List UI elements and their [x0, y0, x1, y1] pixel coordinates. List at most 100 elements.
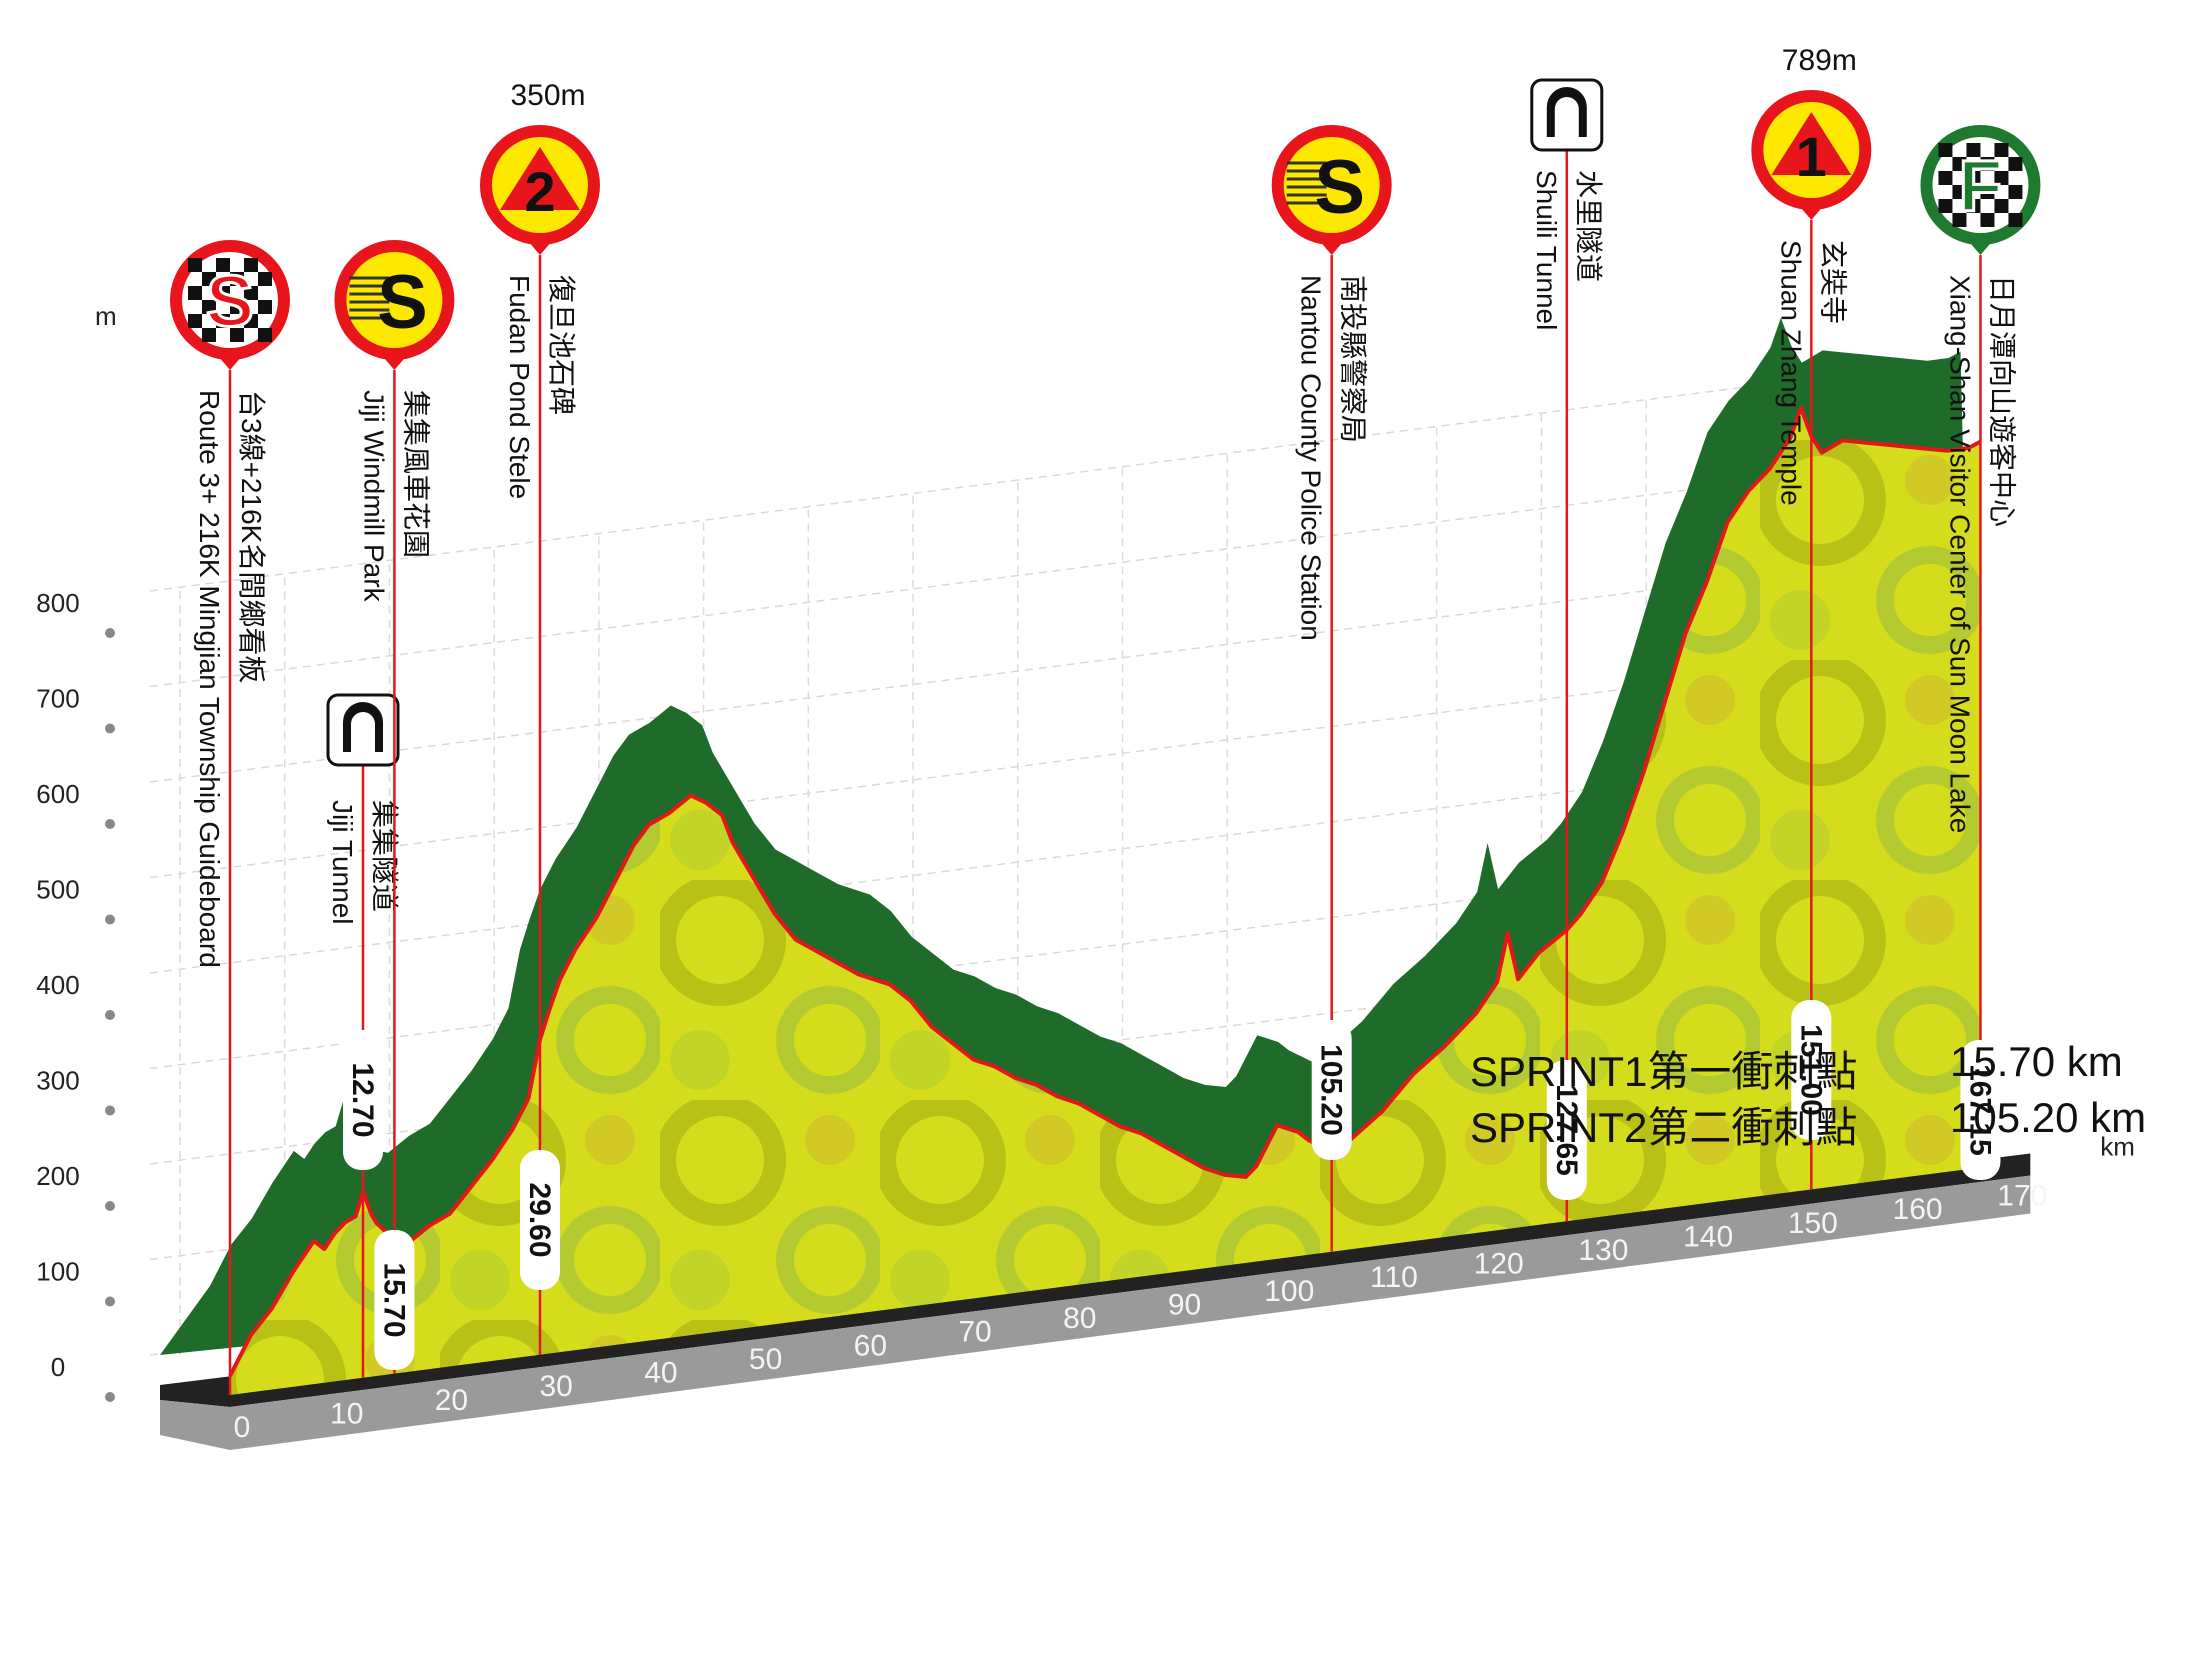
checker-square	[2008, 213, 2023, 227]
checker-square	[2008, 157, 2023, 171]
grid-line	[149, 358, 1961, 592]
checker-square	[230, 328, 244, 342]
sprint-letter: S	[1314, 145, 1365, 230]
x-tick-label: 160	[1893, 1193, 1943, 1226]
km-pill-label: 167.15	[1963, 1064, 1996, 1156]
marker-label-zh: 日月潭向山遊客中心	[1986, 275, 2017, 527]
km-pill-label: 127.65	[1550, 1084, 1583, 1176]
marker-label-zh: 玄奘寺	[1817, 240, 1848, 324]
x-tick-label: 0	[234, 1411, 251, 1444]
x-tick-label: 70	[958, 1316, 991, 1349]
km-pill	[374, 1230, 415, 1370]
profile-line	[228, 405, 1982, 1377]
x-tick-label: 80	[1063, 1302, 1096, 1335]
km-pill	[1546, 1060, 1587, 1200]
marker-label-en: Jiji Windmill Park	[358, 390, 389, 603]
km-pill	[1960, 1040, 2001, 1180]
grid-line	[149, 836, 1961, 1070]
y-tick-dot	[105, 1201, 115, 1211]
sprint-distance: 15.70 km	[1950, 1038, 2123, 1085]
y-tick-dot	[105, 628, 115, 638]
y-tick-dot	[105, 1392, 115, 1402]
checker-square	[202, 328, 216, 342]
checker-square	[216, 314, 230, 328]
checker-square	[1952, 213, 1967, 227]
checker-square	[202, 300, 216, 314]
checker-square	[244, 314, 258, 328]
checker-square	[258, 272, 272, 286]
checker-square	[1994, 171, 2009, 185]
marker-label-en: Xiang-Shan Visitor Center of Sun Moon La…	[1944, 275, 1975, 833]
y-tick-label: 200	[36, 1161, 79, 1191]
checker-square	[244, 286, 258, 300]
checker-square	[1966, 171, 1981, 185]
checker-square	[188, 314, 202, 328]
marker-label-zh: 復旦池石碑	[546, 275, 577, 415]
y-tick-label: 400	[36, 970, 79, 1000]
checker-square	[216, 286, 230, 300]
marker-badge-text: 2	[524, 160, 555, 223]
sprint-icon	[1283, 137, 1380, 233]
km-pill-label: 105.20	[1315, 1044, 1348, 1136]
marker-label-en: Shuan Zhang Temple	[1775, 240, 1806, 506]
x-tick-label: 140	[1683, 1220, 1733, 1253]
sprint-marker: S 集集風車花園 Jiji Windmill Park 15.70	[334, 240, 455, 1374]
checker-square	[258, 328, 272, 342]
marker-label-zh: 台3線+216K名間鄉看板	[236, 390, 267, 683]
profile-area	[230, 407, 1981, 1395]
x-tick-label: 20	[435, 1384, 468, 1417]
start-flag-marker: S 台3線+216K名間鄉看板 Route 3+ 216K Mingjian Tow…	[170, 240, 290, 1395]
checker-square	[230, 272, 244, 286]
checker-square	[188, 286, 202, 300]
sprint-letter: S	[377, 260, 428, 345]
finish-flag-marker: F 日月潭向山遊客中心 Xiang-Shan Visitor Center of S…	[1920, 125, 2041, 1180]
checker-square	[1938, 143, 1953, 157]
marker-label-en: Jiji Tunnel	[327, 800, 358, 925]
checker-square	[1966, 199, 1981, 213]
x-tick-label: 40	[644, 1357, 677, 1390]
checker-square	[1952, 157, 1967, 171]
checker-square	[1966, 143, 1981, 157]
x-tick-label: 10	[330, 1397, 363, 1430]
checker-square	[1938, 199, 1953, 213]
tunnel-marker: 水里隧道 Shuili Tunnel 127.65	[1530, 78, 1604, 1222]
km-pill-label: 12.70	[346, 1062, 379, 1137]
mountain-shape	[1771, 112, 1852, 175]
marker-label-zh: 集集風車花園	[400, 390, 431, 558]
marker-label-en: Route 3+ 216K Mingjian Township Guideboa…	[194, 390, 225, 968]
x-tick-label: 50	[749, 1343, 782, 1376]
marker-badge-text: S	[206, 262, 254, 342]
marker-badge-text: 1	[1796, 125, 1827, 188]
checker-square	[1952, 185, 1967, 199]
grid-line	[149, 549, 1961, 783]
x-tick-label: 150	[1788, 1207, 1838, 1240]
profile-ground	[228, 405, 1982, 1395]
checker-square	[1994, 199, 2009, 213]
x-tick-label: 60	[854, 1329, 887, 1362]
sprint-label: SPRINT1第一衝刺點	[1470, 1048, 1858, 1095]
km-pill-label: 15.70	[377, 1262, 410, 1337]
marker-label-zh: 水里隧道	[1573, 170, 1604, 282]
checker-square	[244, 258, 258, 272]
checker-square	[202, 272, 216, 286]
checker-square	[216, 258, 230, 272]
km-pill-label: 151.00	[1794, 1024, 1827, 1116]
marker-label-en: Fudan Pond Stele	[504, 275, 535, 499]
marker-label-en: Shuili Tunnel	[1531, 170, 1562, 330]
x-tick-label: 170	[1997, 1180, 2047, 1213]
mountain-shape	[499, 147, 580, 210]
y-tick-label: 800	[36, 588, 79, 618]
y-axis-unit-label: m	[95, 301, 117, 331]
base-side	[160, 1175, 2031, 1450]
sprint-label: SPRINT2第二衝刺點	[1470, 1104, 1858, 1151]
kom-cat1-marker: 1 789m 玄奘寺 Shuan Zhang Temple 151.00	[1751, 44, 1872, 1190]
y-tick-dot	[105, 1296, 115, 1307]
km-pill	[1791, 1000, 1832, 1140]
tunnel-arch	[1546, 87, 1587, 137]
y-tick-dot	[105, 819, 115, 829]
x-axis: 0 10 20 30 40 50 60 70 80 90 100 110 120 130 140 150 160…	[234, 1132, 2135, 1444]
km-pill-label: 29.60	[523, 1182, 556, 1257]
x-tick-label: 120	[1474, 1248, 1524, 1281]
